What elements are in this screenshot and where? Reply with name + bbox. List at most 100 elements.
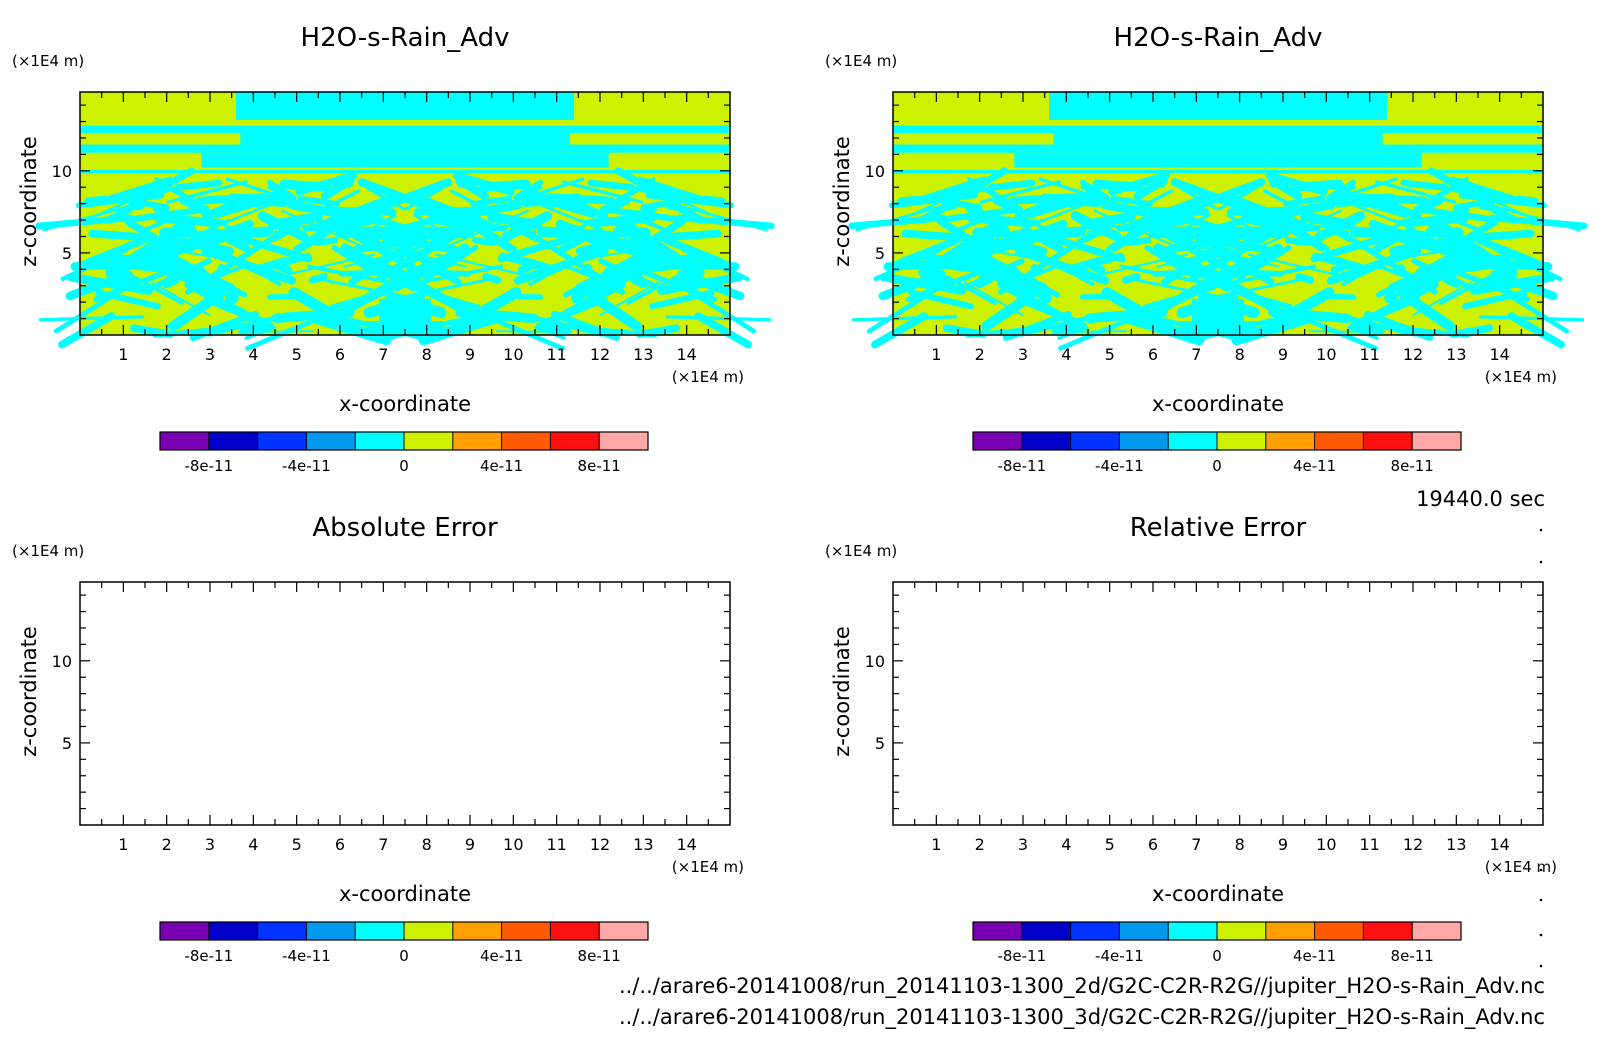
contour-cyan-streak bbox=[174, 179, 223, 191]
contour-cyan-streak bbox=[472, 237, 497, 247]
y-axis-unit: (×1E4 m) bbox=[12, 542, 84, 560]
contour-cyan-streak bbox=[1458, 192, 1547, 209]
contour-cyan-streak bbox=[630, 276, 648, 289]
colorbar-swatch bbox=[257, 432, 307, 450]
contour-cyan-streak bbox=[1374, 280, 1439, 318]
contour-cyan-streak bbox=[273, 230, 301, 235]
contour-cyan-band bbox=[1053, 133, 1383, 145]
margin-dot bbox=[1539, 964, 1543, 968]
contour-cyan-streak bbox=[889, 192, 978, 209]
contour-cyan-streak bbox=[162, 276, 180, 289]
contour-cyan-streak bbox=[909, 256, 997, 305]
contour-cyan-streak bbox=[1038, 177, 1133, 211]
contour-cyan-streak bbox=[150, 281, 211, 316]
contour-cyan-streak bbox=[1439, 213, 1485, 234]
contour-cyan-streak bbox=[866, 287, 938, 334]
x-tick-label: 3 bbox=[1018, 345, 1028, 364]
contour-cyan-streak bbox=[1142, 307, 1167, 323]
panel-top-right: H2O-s-Rain_Adv(×1E4 m)1 2 3 4 5 6 7 8 9 10 11 12 13 1… bbox=[825, 23, 1588, 475]
contour-cyan-streak bbox=[1490, 205, 1517, 224]
x-tick-label: 13 bbox=[1446, 345, 1466, 364]
contour-cyan-column bbox=[379, 298, 431, 335]
x-tick-label: 1 bbox=[931, 835, 941, 854]
x-tick-label: 2 bbox=[975, 345, 985, 364]
x-tick-label: 13 bbox=[633, 345, 653, 364]
contour-green-patch bbox=[396, 210, 414, 219]
x-tick-label: 1 bbox=[118, 835, 128, 854]
contour-cyan-streak bbox=[184, 280, 249, 318]
colorbar-swatch bbox=[404, 922, 453, 940]
contour-cyan-streak bbox=[653, 229, 722, 242]
y-axis-label: z-coordinate bbox=[830, 626, 854, 757]
contour-cyan-streak bbox=[138, 213, 184, 234]
x-tick-label: 6 bbox=[1148, 345, 1158, 364]
contour-cyan-streak bbox=[1368, 219, 1408, 240]
contour-cyan-streak bbox=[645, 192, 734, 209]
contour-cyan-streak bbox=[972, 226, 1011, 238]
x-tick-label: 11 bbox=[1359, 345, 1379, 364]
x-tick-label: 12 bbox=[590, 835, 610, 854]
colorbar-tick-label: -4e-11 bbox=[1095, 947, 1144, 965]
x-tick-label: 11 bbox=[546, 345, 566, 364]
contour-cyan-streak bbox=[38, 315, 145, 322]
contour-cyan-streak bbox=[320, 176, 355, 201]
contour-cyan-streak bbox=[513, 246, 609, 285]
time-label: 19440.0 sec bbox=[1416, 487, 1545, 511]
y-tick-label: 5 bbox=[62, 244, 72, 263]
panel-bottom-left: Absolute Error(×1E4 m)1 2 3 4 5 6 7 8 9 10 11 12 13 1… bbox=[12, 513, 744, 965]
x-tick-label: 14 bbox=[676, 345, 696, 364]
colorbar-tick-label: 4e-11 bbox=[480, 457, 523, 475]
x-tick-label: 8 bbox=[422, 835, 432, 854]
contour-cyan-streak bbox=[189, 310, 259, 341]
x-tick-label: 7 bbox=[378, 345, 388, 364]
colorbar-tick-label: -4e-11 bbox=[1095, 457, 1144, 475]
contour-cyan-streak bbox=[1203, 248, 1277, 284]
colorbar-tick-label: -8e-11 bbox=[997, 947, 1046, 965]
colorbar-swatch bbox=[1168, 432, 1217, 450]
contour-cyan-streak bbox=[1121, 312, 1205, 346]
colorbar-swatch bbox=[1265, 922, 1315, 940]
contour-cyan-band bbox=[893, 144, 1543, 153]
contour-cyan-streak bbox=[329, 307, 354, 323]
y-tick-label: 10 bbox=[865, 652, 885, 671]
x-tick-label: 2 bbox=[162, 345, 172, 364]
contour-cyan-streak bbox=[155, 179, 193, 203]
contour-cyan-streak bbox=[1049, 234, 1126, 263]
contour-cyan-streak bbox=[1459, 178, 1495, 201]
contour-cyan-streak bbox=[936, 205, 1023, 224]
contour-cyan-streak bbox=[1120, 185, 1151, 193]
contour-cyan-streak bbox=[424, 289, 481, 310]
x-tick-label: 9 bbox=[465, 835, 475, 854]
colorbar-swatch bbox=[208, 922, 258, 940]
plot-frame bbox=[79, 581, 731, 826]
contour-cyan-streak bbox=[919, 205, 946, 224]
x-tick-label: 12 bbox=[1403, 835, 1423, 854]
contour-cyan-streak bbox=[236, 234, 313, 263]
colorbar-tick-label: 8e-11 bbox=[1391, 457, 1434, 475]
contour-cyan-streak bbox=[963, 281, 1024, 316]
colorbar-tick-label: 8e-11 bbox=[578, 947, 621, 965]
contour-cyan-streak bbox=[268, 211, 323, 230]
contour-cyan-streak bbox=[1478, 315, 1585, 322]
contour-cyan-streak bbox=[646, 178, 682, 201]
colorbar-swatch bbox=[1021, 922, 1071, 940]
margin-dot bbox=[1539, 528, 1543, 532]
contour-cyan-streak bbox=[1319, 293, 1356, 300]
contour-cyan-band bbox=[80, 144, 730, 153]
contour-cyan-streak bbox=[237, 330, 315, 333]
contour-cyan-streak bbox=[1079, 179, 1110, 201]
contour-cyan-streak bbox=[665, 315, 772, 322]
contour-cyan-streak bbox=[225, 290, 239, 304]
x-tick-label: 12 bbox=[590, 345, 610, 364]
contour-cyan-streak bbox=[1119, 264, 1227, 289]
colorbar-swatch bbox=[355, 922, 404, 940]
contour-cyan-streak bbox=[123, 205, 210, 224]
colorbar-tick-label: 8e-11 bbox=[1391, 947, 1434, 965]
x-tick-label: 10 bbox=[503, 345, 523, 364]
x-tick-label: 2 bbox=[975, 835, 985, 854]
contour-cyan-streak bbox=[267, 293, 304, 300]
contour-cyan-streak bbox=[1311, 252, 1365, 272]
contour-cyan-streak bbox=[1364, 310, 1434, 341]
contour-cyan-streak bbox=[274, 261, 293, 275]
panel-title: Relative Error bbox=[1130, 513, 1307, 543]
